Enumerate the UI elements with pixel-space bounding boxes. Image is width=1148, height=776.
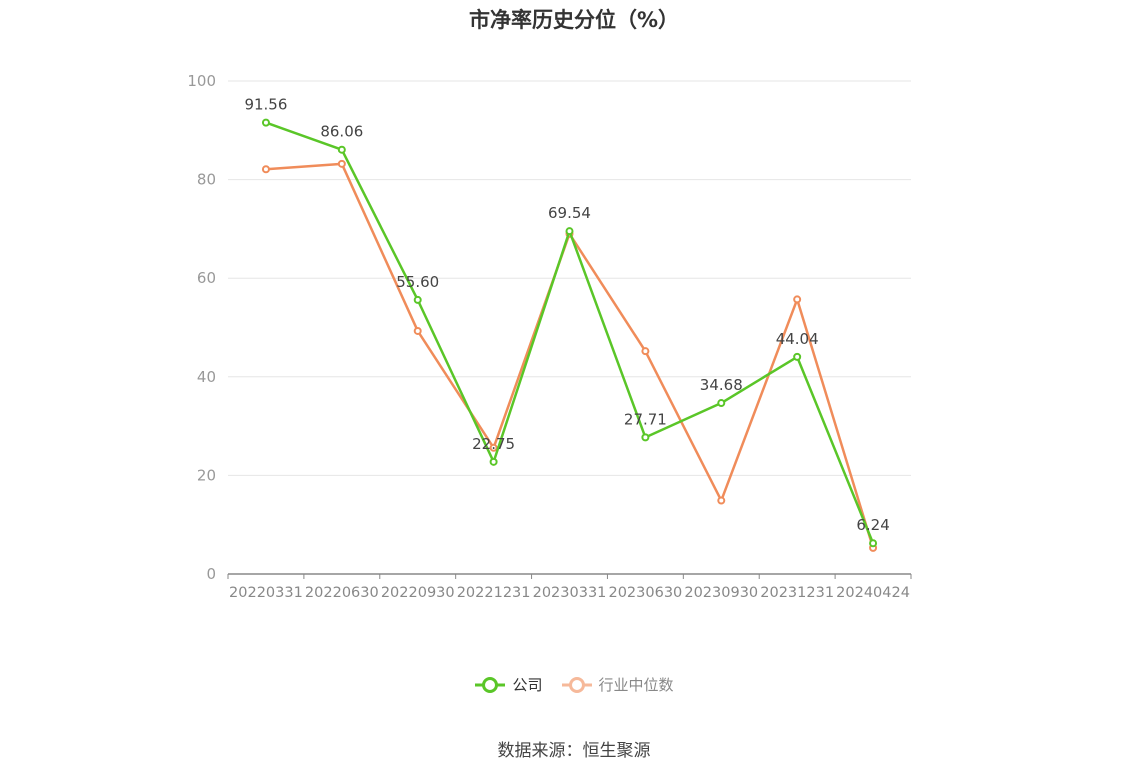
y-tick-label: 20: [197, 466, 216, 484]
legend-industry-icon: [561, 676, 592, 693]
x-tick-label: 20230630: [608, 585, 682, 601]
x-tick-label: 20220930: [381, 585, 455, 601]
industry-point: [413, 326, 422, 335]
industry-point: [641, 347, 650, 356]
x-tick-label: 20220331: [229, 585, 303, 601]
legend-industry-label: 行业中位数: [598, 676, 674, 694]
company-point: [717, 399, 726, 408]
x-tick-label: 20220630: [305, 585, 379, 601]
company-data-label: 6.24: [856, 516, 889, 534]
series-lines: [261, 118, 878, 552]
company-data-label: 22.75: [472, 435, 515, 453]
company-data-label: 55.60: [396, 273, 439, 291]
company-data-label: 86.06: [320, 123, 363, 141]
company-data-label: 44.04: [776, 330, 819, 348]
company-data-label: 27.71: [624, 410, 667, 428]
company-point: [869, 539, 878, 548]
x-tick-label: 20240424: [836, 585, 910, 601]
x-tick-label: 20230331: [533, 585, 607, 601]
y-tick-label: 100: [187, 72, 216, 90]
y-tick-label: 80: [197, 171, 216, 189]
company-point: [489, 457, 498, 466]
company-point: [793, 352, 802, 361]
company-data-label: 69.54: [548, 204, 591, 222]
x-tick-label: 20231231: [760, 585, 834, 601]
legend-company-icon: [475, 676, 506, 693]
y-tick-label: 40: [197, 368, 216, 386]
y-tick-label: 0: [206, 565, 216, 583]
grid-lines: [228, 80, 911, 476]
company-point: [641, 433, 650, 442]
company-point: [337, 145, 346, 154]
industry-point: [337, 159, 346, 168]
source-note: 数据来源：恒生聚源: [497, 741, 651, 761]
company-point: [261, 118, 270, 127]
legend-item-industry[interactable]: 行业中位数: [561, 674, 674, 695]
line-chart: 0 20 40 60 80 100 20220331 20220630 20220930 2022…: [187, 72, 912, 601]
company-point: [413, 295, 422, 304]
y-tick-label: 60: [197, 269, 216, 287]
company-data-label: 91.56: [244, 96, 287, 114]
company-data-label: 34.68: [700, 376, 743, 394]
legend: 公司 行业中位数: [0, 674, 1148, 695]
industry-point: [261, 165, 270, 174]
data-labels: 91.56 86.06 55.60 22.75 69.54 27.71 34.68 44.04…: [244, 96, 889, 535]
industry-point: [489, 443, 498, 452]
x-tick-label: 20221231: [457, 585, 531, 601]
industry-point: [717, 496, 726, 505]
company-point: [565, 227, 574, 236]
industry-point: [793, 295, 802, 304]
legend-company-label: 公司: [512, 676, 543, 694]
x-tick-label: 20230930: [684, 585, 758, 601]
legend-item-company[interactable]: 公司: [474, 674, 543, 695]
chart-title: 市净率历史分位（%）: [468, 8, 680, 32]
axes: 0 20 40 60 80 100 20220331 20220630 20220930 2022…: [187, 72, 912, 601]
